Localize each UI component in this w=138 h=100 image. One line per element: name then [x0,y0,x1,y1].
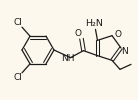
Text: Cl: Cl [14,73,22,82]
Text: O: O [114,30,121,39]
Text: Cl: Cl [14,18,22,27]
Text: H₂N: H₂N [86,19,103,28]
Text: O: O [75,29,81,38]
Text: N: N [122,46,128,56]
Text: NH: NH [61,54,74,63]
